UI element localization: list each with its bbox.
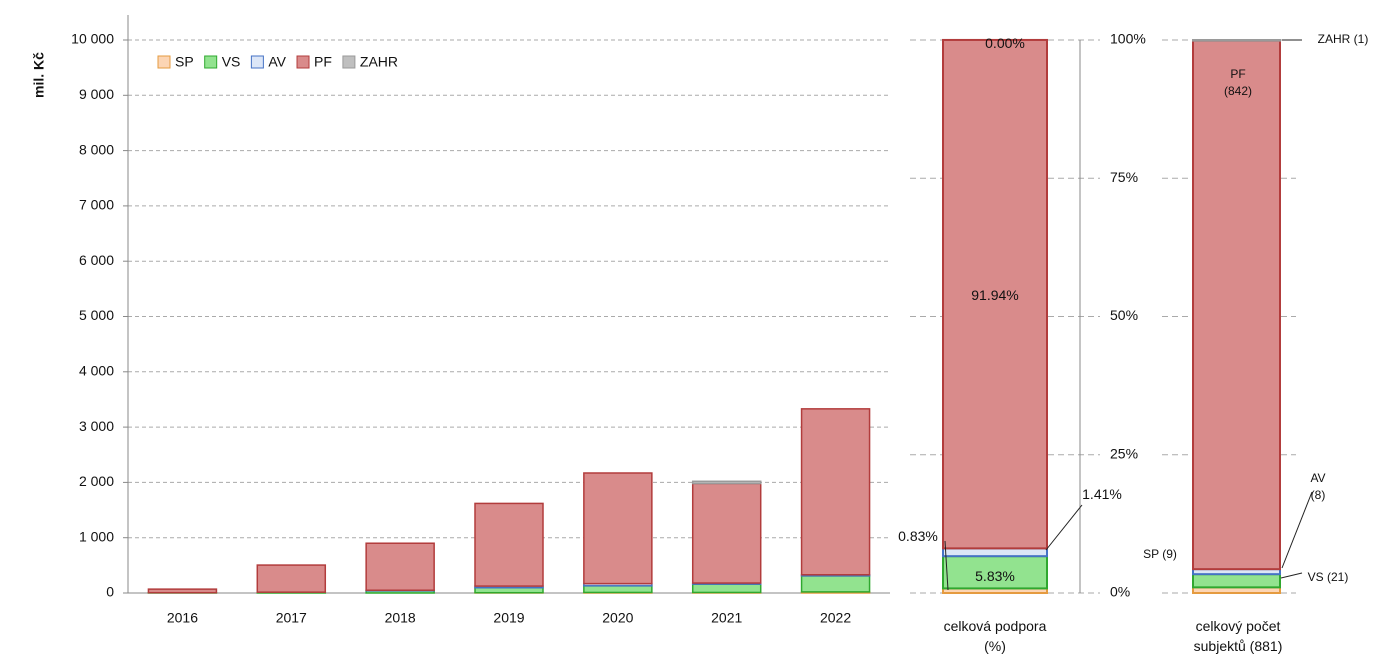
bar-segment	[1192, 573, 1281, 589]
y-tick-label: 100%	[1110, 31, 1146, 47]
bar-segment	[147, 588, 218, 594]
y-tick-label: 2 000	[79, 473, 114, 489]
category-label: celkový počet subjektů (881)	[1193, 618, 1283, 654]
y-tick-label: 3 000	[79, 418, 114, 434]
y-tick-label: 1 000	[79, 528, 114, 544]
y-tick-label: 10 000	[71, 31, 114, 47]
leader-line	[1281, 491, 1313, 569]
y-tick-label: 7 000	[79, 197, 114, 213]
data-label: PF (842)	[1223, 67, 1253, 98]
bar-segment	[691, 482, 762, 584]
data-label: ZAHR (1)	[1317, 32, 1369, 46]
legend-label: VS	[222, 54, 241, 70]
data-label: 0.00%	[985, 35, 1025, 51]
x-tick-label: 2018	[385, 610, 416, 626]
data-label: SP (9)	[1143, 547, 1177, 561]
y-tick-label: 0%	[1110, 584, 1130, 600]
data-label: 1.41%	[1082, 486, 1122, 502]
leader-line	[944, 540, 949, 591]
data-label: VS (21)	[1307, 570, 1349, 584]
x-tick-label: 2021	[711, 610, 742, 626]
data-label: 5.83%	[975, 568, 1015, 584]
legend-label: AV	[268, 54, 286, 70]
x-tick-label: 2020	[602, 610, 633, 626]
data-label: 91.94%	[971, 287, 1019, 303]
legend-swatch	[296, 55, 310, 69]
bar-segment	[691, 583, 762, 594]
leader-line	[1280, 572, 1303, 579]
bar-segment	[474, 502, 544, 587]
x-tick-label: 2019	[493, 610, 524, 626]
y-tick-label: 6 000	[79, 252, 114, 268]
data-label: 0.83%	[898, 528, 938, 544]
bar-segment	[583, 472, 653, 585]
leader-line	[1045, 504, 1083, 551]
bar-segment	[256, 564, 327, 593]
x-tick-label: 2016	[167, 610, 198, 626]
legend-label: ZAHR	[360, 54, 398, 70]
y-tick-label: 4 000	[79, 363, 114, 379]
bar-segment	[365, 542, 435, 591]
y-tick-label: 8 000	[79, 141, 114, 157]
bar-segment	[800, 575, 871, 593]
bar-segment	[1192, 39, 1281, 42]
category-label: celková podpora (%)	[943, 618, 1047, 654]
bar-segment	[942, 38, 1048, 550]
legend-swatch	[342, 55, 356, 69]
legend-label: PF	[314, 54, 332, 70]
legend-swatch	[250, 55, 264, 69]
legend-swatch	[204, 55, 218, 69]
bar-segment	[800, 408, 871, 576]
bar-segment	[1192, 39, 1281, 571]
data-label: AV (8)	[1310, 471, 1326, 502]
y-tick-label: 5 000	[79, 307, 114, 323]
x-tick-label: 2022	[820, 610, 851, 626]
legend-label: SP	[175, 54, 194, 70]
y-tick-label: 0	[106, 584, 114, 600]
bar-segment	[691, 480, 762, 485]
legend-swatch	[157, 55, 171, 69]
bar-segment	[583, 585, 653, 594]
y-tick-label: 25%	[1110, 445, 1138, 461]
bar-segment	[942, 555, 1048, 590]
y-tick-label: 75%	[1110, 169, 1138, 185]
x-tick-label: 2017	[276, 610, 307, 626]
y-tick-label: 9 000	[79, 86, 114, 102]
bar-segment	[942, 547, 1048, 558]
y-tick-label: 50%	[1110, 307, 1138, 323]
y-axis-label: mil. Kč	[31, 52, 47, 98]
